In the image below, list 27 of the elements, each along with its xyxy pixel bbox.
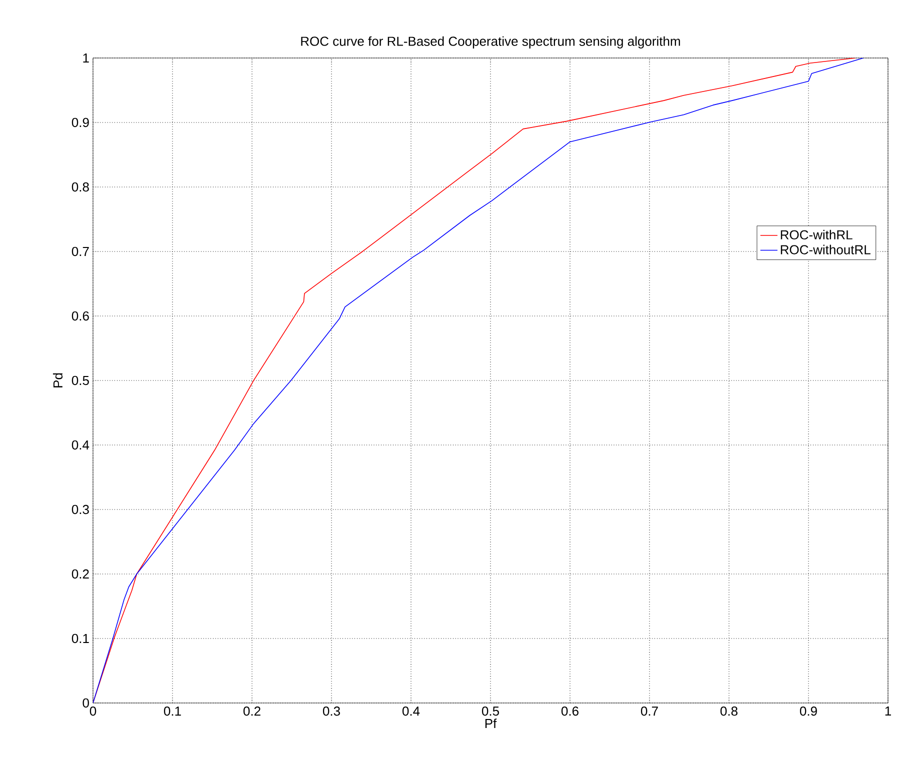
y-tick-label: 0.9: [72, 118, 89, 128]
x-tick-label: 0: [90, 706, 96, 716]
x-tick-label: 0.6: [561, 706, 578, 716]
y-tick-label: 0.5: [72, 376, 89, 386]
legend-label: ROC-withRL: [780, 230, 852, 240]
y-tick-label: 0.4: [72, 440, 90, 450]
y-tick-label: 0.8: [72, 182, 89, 192]
y-tick-label: 0: [82, 698, 89, 708]
y-tick-label: 0.6: [72, 311, 89, 321]
y-axis-title: Pd: [52, 373, 63, 388]
x-tick-label: 0.1: [164, 706, 181, 716]
y-tick-label: 0.1: [72, 634, 89, 644]
y-tick-label: 0.2: [72, 569, 89, 579]
legend-label: ROC-withoutRL: [780, 244, 870, 254]
x-tick-label: 0.7: [640, 706, 658, 716]
x-tick-label: 0.4: [402, 706, 420, 716]
y-tick-label: 1: [83, 54, 89, 62]
x-tick-label: 0.2: [243, 706, 260, 716]
x-tick-label: 0.3: [322, 706, 340, 716]
chart-title: ROC curve for RL-Based Cooperative spectrum sensing algorithm: [301, 36, 680, 48]
x-tick-label: 0.9: [800, 706, 817, 716]
x-tick-label: 1: [885, 706, 891, 716]
y-tick-label: 0.7: [72, 246, 89, 256]
x-axis-title: Pf: [485, 718, 497, 728]
x-tick-label: 0.5: [482, 706, 499, 716]
x-tick-label: 0.8: [720, 706, 738, 716]
y-tick-label: 0.3: [72, 504, 89, 514]
